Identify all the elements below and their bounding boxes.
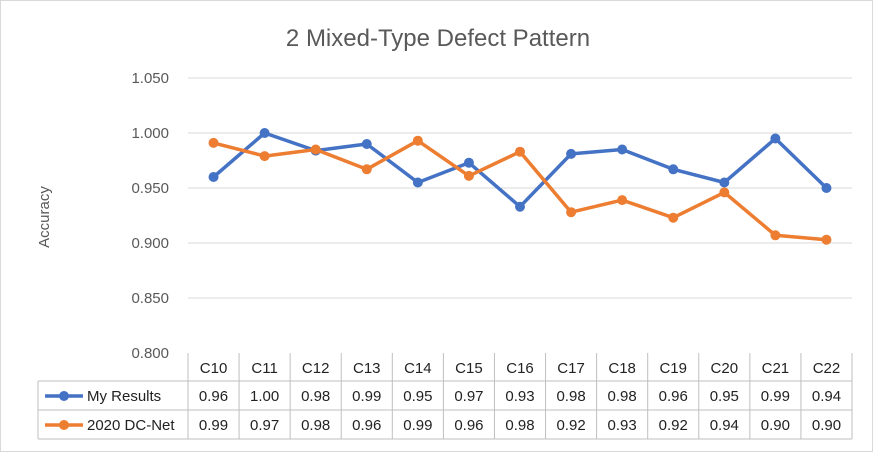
table-cell-value: 0.98 <box>608 388 637 405</box>
data-point <box>310 144 321 155</box>
legend-label: My Results <box>87 388 161 405</box>
legend-key-marker <box>59 420 69 430</box>
data-point <box>515 146 525 157</box>
data-point <box>770 230 781 241</box>
table-cell-value: 0.97 <box>250 417 279 434</box>
data-point <box>412 135 423 146</box>
data-point <box>770 133 781 144</box>
data-point <box>463 157 474 168</box>
data-point <box>208 172 219 182</box>
table-cell-value: 0.94 <box>710 417 739 434</box>
x-tick-label: C13 <box>353 360 381 377</box>
table-cell-value: 0.96 <box>352 417 381 434</box>
y-tick-label: 1.050 <box>131 70 169 87</box>
table-cell-value: 0.99 <box>403 417 432 434</box>
y-axis-title: Accuracy <box>36 186 53 248</box>
series-lines <box>208 128 832 245</box>
x-tick-label: C19 <box>659 360 687 377</box>
table-cell-value: 0.93 <box>505 388 534 405</box>
x-tick-label: C22 <box>813 360 841 377</box>
x-tick-label: C10 <box>200 360 228 377</box>
data-point <box>566 148 577 159</box>
x-tick-label: C16 <box>506 360 534 377</box>
data-point <box>668 212 679 223</box>
table-cell-value: 0.98 <box>301 417 330 434</box>
data-point <box>566 207 577 218</box>
x-tick-label: C21 <box>762 360 790 377</box>
legend-label: 2020 DC-Net <box>87 417 175 434</box>
table-cell-value: 0.90 <box>812 417 841 434</box>
data-point <box>208 137 219 148</box>
y-tick-label: 0.900 <box>131 235 169 252</box>
data-point <box>259 128 270 138</box>
table-cell-value: 0.96 <box>659 388 688 405</box>
table-cell-value: 0.96 <box>199 388 228 405</box>
y-axis-ticks: 0.800 0.850 0.900 0.950 1.000 1.050 <box>131 70 169 362</box>
y-tick-label: 0.950 <box>131 180 169 197</box>
data-point <box>821 183 832 193</box>
table-cell-value: 0.95 <box>710 388 739 405</box>
table-cell-value: 0.99 <box>199 417 228 434</box>
table-cell-value: 0.99 <box>352 388 381 405</box>
x-tick-label: C20 <box>711 360 739 377</box>
data-point <box>361 139 372 149</box>
table-cell-value: 0.96 <box>454 417 483 434</box>
table-cell-value: 0.98 <box>556 388 585 405</box>
x-tick-label: C18 <box>608 360 636 377</box>
x-tick-label: C12 <box>302 360 330 377</box>
data-table: C10 C11 C12 C13 C14 C15 C16 C17 C18 C19 C20 C21 C22 M… <box>37 353 853 440</box>
data-point <box>617 144 628 155</box>
table-cell-value: 0.92 <box>659 417 688 434</box>
y-tick-label: 0.850 <box>131 290 169 307</box>
table-cell-value: 0.98 <box>301 388 330 405</box>
data-point <box>259 151 270 162</box>
table-cell-value: 0.95 <box>403 388 432 405</box>
table-cell-value: 0.92 <box>556 417 585 434</box>
series-line <box>211 131 829 209</box>
table-cell-value: 0.93 <box>608 417 637 434</box>
table-cell-value: 0.94 <box>812 388 841 405</box>
table-cell-value: 0.99 <box>761 388 790 405</box>
x-tick-label: C14 <box>404 360 432 377</box>
x-tick-label: C15 <box>455 360 483 377</box>
x-tick-label: C17 <box>557 360 585 377</box>
data-point <box>719 177 730 188</box>
y-tick-label: 1.000 <box>131 125 169 142</box>
data-point <box>617 195 628 206</box>
table-cell-value: 0.90 <box>761 417 790 434</box>
data-point <box>412 177 423 188</box>
data-point <box>821 234 832 245</box>
data-point <box>719 187 730 198</box>
data-point <box>515 201 525 212</box>
data-point <box>668 164 679 175</box>
table-cell-value: 1.00 <box>250 388 279 405</box>
data-point <box>463 170 474 181</box>
chart-title: 2 Mixed-Type Defect Pattern <box>286 25 590 52</box>
data-point <box>361 164 372 175</box>
x-tick-label: C11 <box>251 360 277 377</box>
legend-key-marker <box>59 391 69 401</box>
table-cell-value: 0.97 <box>454 388 483 405</box>
y-tick-label: 0.800 <box>131 345 169 362</box>
table-cell-value: 0.98 <box>505 417 534 434</box>
gridlines <box>188 77 852 299</box>
